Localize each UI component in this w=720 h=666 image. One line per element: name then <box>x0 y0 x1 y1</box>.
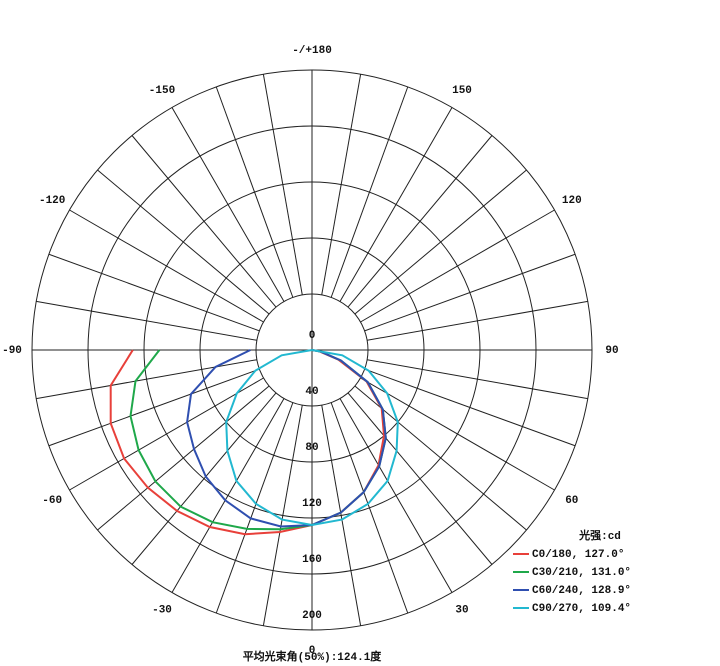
angle-tick-label: -/+180 <box>292 45 332 57</box>
angle-tick-label: 120 <box>562 195 582 207</box>
grid-circle <box>199 237 425 463</box>
r-tick-label: 0 <box>309 330 316 342</box>
grid-circle <box>255 293 369 407</box>
footer: 平均光束角(50%):124.1度 <box>243 649 383 664</box>
angle-tick-label: 150 <box>452 85 472 97</box>
angle-tick-label: -60 <box>42 495 62 507</box>
intensity-curve <box>129 349 387 531</box>
angle-tick-label: -30 <box>152 605 172 617</box>
angle-tick-label: -120 <box>39 195 65 207</box>
grid-circle <box>31 69 593 631</box>
r-tick-label: 200 <box>302 610 322 622</box>
intensity-curve <box>186 349 387 528</box>
angle-tick-label: 60 <box>565 495 578 507</box>
r-tick-label: 80 <box>305 442 318 454</box>
legend-label: C30/210, 131.0° <box>532 567 631 579</box>
angle-tick-label: -90 <box>2 345 22 357</box>
angle-tick-label: 0 <box>309 645 316 657</box>
grid-circle <box>143 181 481 519</box>
angle-tick-label: 30 <box>455 605 468 617</box>
legend-label: C90/270, 109.4° <box>532 603 631 615</box>
angle-tick-label: 90 <box>605 345 618 357</box>
legend-label: C60/240, 128.9° <box>532 585 631 597</box>
grid-circle <box>87 125 537 575</box>
r-tick-label: 120 <box>302 498 322 510</box>
r-tick-label: 40 <box>305 386 318 398</box>
legend-label: C0/180, 127.0° <box>532 549 624 561</box>
legend-title: 光强:cd <box>578 528 621 543</box>
intensity-curve <box>225 349 399 527</box>
angle-tick-label: -150 <box>149 85 175 97</box>
r-tick-label: 160 <box>302 554 322 566</box>
